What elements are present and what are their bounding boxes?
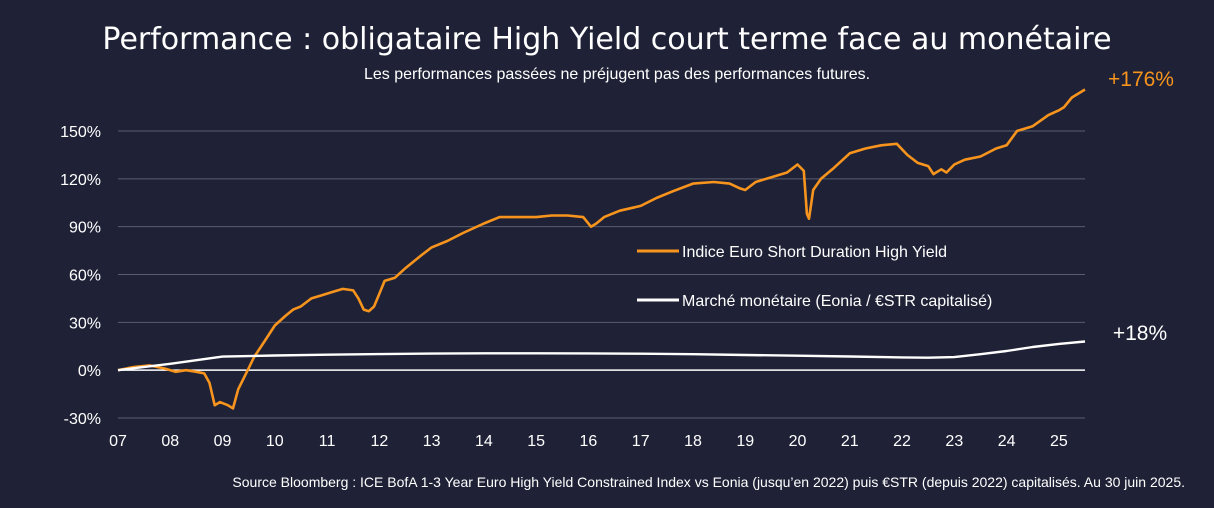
money-market-line [117, 340, 1086, 372]
hy-index-line [117, 88, 1086, 410]
chart-title: Performance : obligataire High Yield cou… [102, 22, 1112, 57]
y-tick-label: 150% [60, 124, 101, 141]
x-tick-label: 09 [214, 433, 232, 450]
x-tick-label: 08 [161, 433, 179, 450]
y-tick-label: 60% [69, 268, 101, 285]
x-tick-label: 15 [527, 433, 545, 450]
x-tick-label: 13 [423, 433, 441, 450]
y-axis-ticks: -30% 0% 30% 60% 90% 120% 150% [60, 124, 101, 428]
hy-end-label: +176% [1108, 68, 1174, 91]
x-tick-label: 17 [632, 433, 650, 450]
x-tick-label: 23 [945, 433, 963, 450]
y-tick-label: 0% [78, 363, 101, 380]
x-tick-label: 11 [319, 433, 336, 450]
x-tick-label: 24 [998, 433, 1016, 450]
chart-subtitle: Les performances passées ne préjugent pa… [363, 66, 871, 83]
y-tick-label: 120% [60, 172, 101, 189]
x-tick-label: 10 [266, 433, 284, 450]
y-tick-label: 30% [69, 315, 101, 332]
line-chart: -30% 0% 30% 60% 90% 120% 150% 07 08 09 10 11 12 13 14… [60, 68, 1174, 450]
x-tick-label: 07 [109, 433, 127, 450]
y-tick-label: -30% [64, 411, 101, 428]
legend-label-money: Marché monétaire (Eonia / €STR capitalis… [682, 293, 992, 310]
end-labels: +176% +18% [1108, 68, 1174, 345]
gridlines [118, 130, 1085, 419]
legend-label-hy: Indice Euro Short Duration High Yield [682, 244, 947, 261]
x-tick-label: 16 [580, 433, 598, 450]
legend: Indice Euro Short Duration High Yield Mar… [637, 244, 992, 310]
x-tick-label: 21 [841, 433, 859, 450]
source-note: Source Bloomberg : ICE BofA 1-3 Year Eur… [232, 474, 1185, 490]
x-tick-label: 22 [893, 433, 911, 450]
money-end-label: +18% [1113, 322, 1167, 345]
x-tick-label: 18 [684, 433, 702, 450]
x-tick-label: 25 [1050, 433, 1068, 450]
series-lines [117, 88, 1086, 410]
x-tick-label: 19 [736, 433, 754, 450]
x-tick-label: 20 [789, 433, 807, 450]
x-tick-label: 14 [475, 433, 493, 450]
x-tick-label: 12 [370, 433, 388, 450]
x-axis-ticks: 07 08 09 10 11 12 13 14 15 16 17 18 19 20 21 22 23 24 25 [109, 433, 1068, 450]
y-tick-label: 90% [69, 220, 101, 237]
